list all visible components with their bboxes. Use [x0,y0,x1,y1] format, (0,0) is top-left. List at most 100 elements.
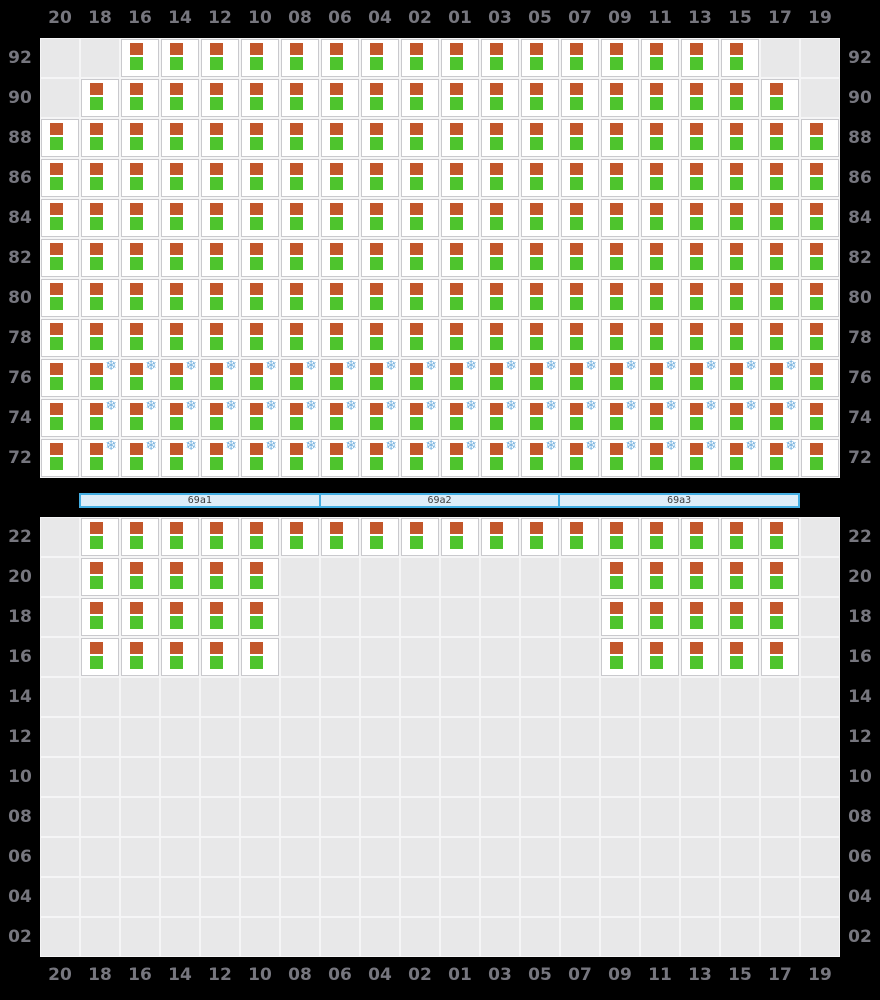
cabin-cell[interactable] [360,238,400,278]
cabin-cell[interactable] [160,557,200,597]
cabin-cell[interactable]: ❄ [720,438,760,478]
cabin-cell[interactable]: ❄ [200,398,240,438]
cabin-cell[interactable]: ❄ [120,358,160,398]
cabin-cell[interactable] [40,358,80,398]
cabin-cell[interactable] [280,158,320,198]
cabin-cell[interactable]: ❄ [200,438,240,478]
cabin-cell[interactable] [280,238,320,278]
cabin-cell[interactable] [200,158,240,198]
cabin-cell[interactable] [560,78,600,118]
cabin-cell[interactable]: ❄ [560,358,600,398]
cabin-cell[interactable] [400,78,440,118]
cabin-cell[interactable] [720,637,760,677]
cabin-cell[interactable] [200,637,240,677]
cabin-cell[interactable] [600,238,640,278]
cabin-cell[interactable] [720,158,760,198]
cabin-cell[interactable] [400,517,440,557]
cabin-cell[interactable] [160,118,200,158]
cabin-cell[interactable] [560,118,600,158]
cabin-cell[interactable]: ❄ [360,438,400,478]
cabin-cell[interactable] [80,557,120,597]
cabin-cell[interactable] [400,278,440,318]
cabin-cell[interactable]: ❄ [160,398,200,438]
cabin-cell[interactable] [720,597,760,637]
cabin-cell[interactable]: ❄ [440,398,480,438]
cabin-cell[interactable]: ❄ [400,358,440,398]
cabin-cell[interactable]: ❄ [520,438,560,478]
cabin-cell[interactable] [120,557,160,597]
cabin-cell[interactable] [720,557,760,597]
cabin-cell[interactable] [600,637,640,677]
cabin-cell[interactable] [40,198,80,238]
cabin-cell[interactable] [360,198,400,238]
cabin-cell[interactable] [680,198,720,238]
cabin-cell[interactable] [480,517,520,557]
cabin-cell[interactable] [520,198,560,238]
cabin-cell[interactable]: ❄ [360,398,400,438]
cabin-cell[interactable] [160,517,200,557]
cabin-cell[interactable] [400,198,440,238]
cabin-cell[interactable]: ❄ [120,398,160,438]
cabin-cell[interactable] [200,557,240,597]
cabin-cell[interactable] [440,238,480,278]
cabin-cell[interactable]: ❄ [680,398,720,438]
cabin-cell[interactable]: ❄ [200,358,240,398]
cabin-cell[interactable] [760,198,800,238]
cabin-cell[interactable]: ❄ [280,358,320,398]
cabin-cell[interactable] [240,238,280,278]
cabin-cell[interactable] [480,238,520,278]
cabin-cell[interactable] [80,318,120,358]
cabin-cell[interactable] [360,78,400,118]
cabin-cell[interactable] [640,557,680,597]
cabin-cell[interactable] [440,278,480,318]
cabin-cell[interactable]: ❄ [80,358,120,398]
cabin-cell[interactable] [760,637,800,677]
cabin-cell[interactable] [120,38,160,78]
cabin-cell[interactable]: ❄ [280,398,320,438]
cabin-cell[interactable]: ❄ [720,398,760,438]
cabin-cell[interactable]: ❄ [240,398,280,438]
cabin-cell[interactable]: ❄ [400,438,440,478]
cabin-cell[interactable] [560,278,600,318]
cabin-cell[interactable] [40,278,80,318]
cabin-cell[interactable] [320,118,360,158]
cabin-cell[interactable] [40,118,80,158]
cabin-cell[interactable] [560,38,600,78]
cabin-cell[interactable] [800,398,840,438]
cabin-cell[interactable]: ❄ [120,438,160,478]
cabin-cell[interactable] [760,517,800,557]
cabin-cell[interactable] [680,158,720,198]
cabin-cell[interactable] [240,158,280,198]
cabin-cell[interactable] [200,198,240,238]
cabin-cell[interactable] [80,637,120,677]
cabin-cell[interactable] [240,557,280,597]
cabin-cell[interactable] [280,198,320,238]
cabin-cell[interactable] [680,238,720,278]
cabin-cell[interactable] [240,318,280,358]
cabin-cell[interactable] [360,278,400,318]
cabin-cell[interactable] [760,318,800,358]
cabin-cell[interactable]: ❄ [720,358,760,398]
cabin-cell[interactable] [640,318,680,358]
cabin-cell[interactable] [480,278,520,318]
cabin-cell[interactable]: ❄ [360,358,400,398]
cabin-cell[interactable] [400,318,440,358]
cabin-cell[interactable] [440,78,480,118]
cabin-cell[interactable]: ❄ [640,438,680,478]
cabin-cell[interactable] [480,198,520,238]
cabin-cell[interactable] [480,78,520,118]
cabin-cell[interactable] [600,78,640,118]
cabin-cell[interactable] [760,158,800,198]
cabin-cell[interactable]: ❄ [440,438,480,478]
cabin-cell[interactable] [200,38,240,78]
cabin-cell[interactable] [600,38,640,78]
cabin-cell[interactable] [720,318,760,358]
cabin-cell[interactable] [440,318,480,358]
cabin-cell[interactable] [720,278,760,318]
cabin-cell[interactable] [640,238,680,278]
cabin-cell[interactable] [680,557,720,597]
cabin-cell[interactable]: ❄ [600,358,640,398]
cabin-cell[interactable] [240,278,280,318]
cabin-cell[interactable] [120,198,160,238]
cabin-cell[interactable] [280,118,320,158]
